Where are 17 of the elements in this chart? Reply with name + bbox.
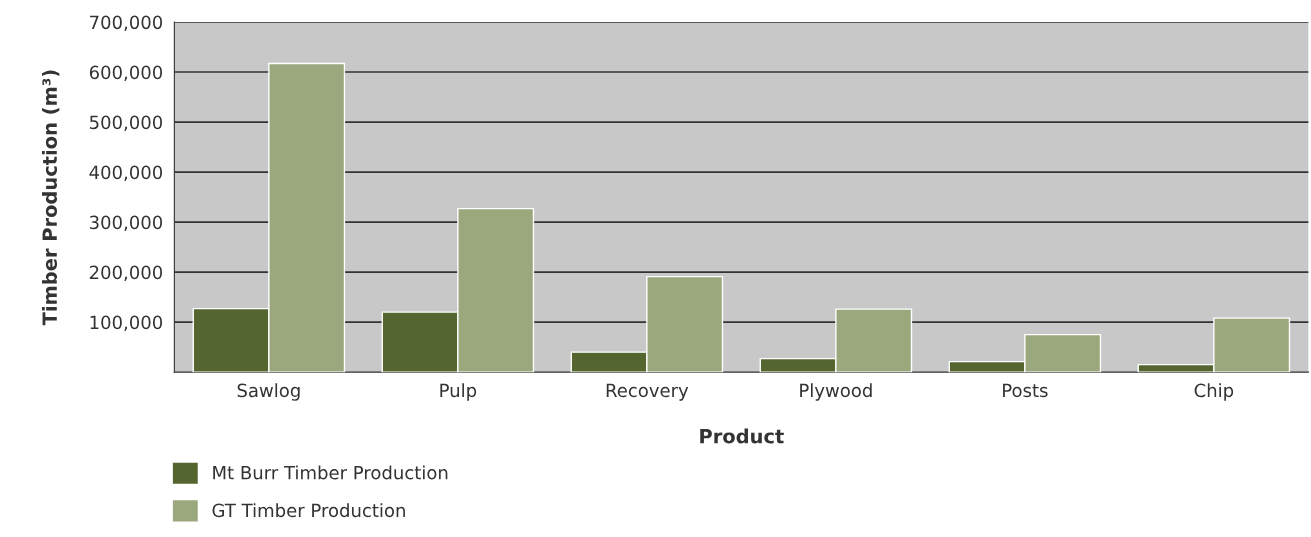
x-tick-label: Recovery [606, 383, 689, 401]
x-tick-label: Sawlog [237, 383, 300, 401]
x-axis-title: Product [700, 428, 784, 444]
x-tick-label: Chip [1194, 383, 1234, 401]
legend-label: GT Timber Production [212, 503, 405, 518]
y-tick-label: 300,000 [89, 215, 163, 232]
y-tick-label: 100,000 [90, 315, 163, 332]
y-tick-label: 400,000 [89, 165, 163, 182]
y-axis-title: Timber Production (m³) [41, 70, 60, 326]
x-tick-label: Pulp [440, 383, 477, 401]
x-tick-label: Posts [1003, 383, 1048, 398]
y-tick-label: 200,000 [89, 265, 163, 282]
y-tick-label: 500,000 [89, 115, 163, 132]
x-tick-label: Plywood [800, 383, 872, 401]
legend-label: Mt Burr Timber Production [213, 465, 448, 480]
y-tick-label: 600,000 [89, 65, 163, 81]
y-tick-label: 700,000 [90, 15, 163, 31]
